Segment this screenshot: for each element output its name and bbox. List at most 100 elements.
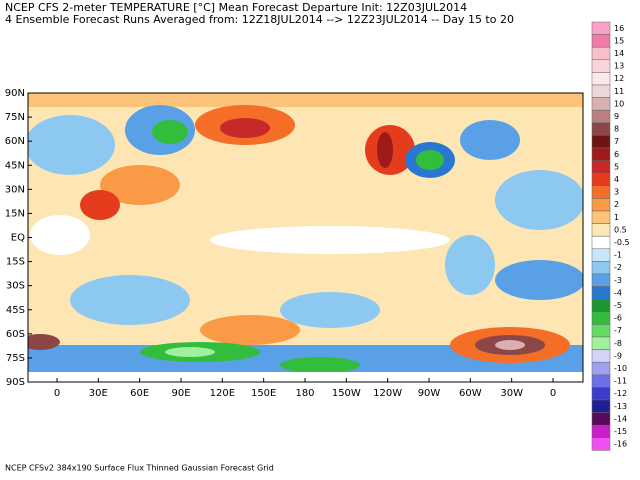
lat-label: 30S — [6, 281, 25, 292]
lon-label: 60E — [130, 388, 149, 399]
lat-label: 75S — [6, 353, 25, 364]
colorbar-swatch — [591, 84, 611, 98]
colorbar-swatch — [591, 424, 611, 439]
title: NCEP CFS 2-meter TEMPERATURE [°C] Mean F… — [5, 1, 467, 14]
colorbar-label: -3 — [614, 276, 622, 285]
lon-label: 30W — [500, 388, 523, 399]
lat-label: 60N — [5, 136, 25, 147]
colorbar-label: 16 — [614, 24, 624, 33]
colorbar-swatch — [591, 437, 611, 451]
colorbar-label: 8 — [614, 125, 619, 134]
colorbar-label: -1 — [614, 251, 622, 260]
colorbar-swatch — [591, 210, 611, 224]
colorbar-swatch — [591, 387, 611, 401]
lat-label: 15N — [5, 208, 25, 219]
colorbar-swatch — [591, 361, 611, 376]
lon-label: 180 — [295, 388, 314, 399]
colorbar-swatch — [591, 59, 611, 73]
colorbar-swatch — [591, 172, 611, 187]
colorbar-label: -6 — [614, 314, 622, 323]
colorbar-swatch — [591, 97, 611, 111]
colorbar-label: -7 — [614, 326, 622, 335]
colorbar-label: 5 — [614, 162, 619, 171]
colorbar-label: 11 — [614, 87, 624, 96]
footer: NCEP CFSv2 384x190 Surface Flux Thinned … — [5, 464, 274, 473]
colorbar-swatch — [591, 34, 611, 48]
colorbar-label: 12 — [614, 74, 624, 83]
colorbar-swatch — [591, 286, 611, 300]
colorbar-label: -12 — [614, 389, 627, 398]
colorbar-swatch — [591, 198, 611, 212]
lat-label: 60S — [6, 329, 25, 340]
colorbar-swatch — [591, 374, 611, 388]
colorbar-swatch — [591, 46, 611, 61]
colorbar-swatch — [591, 160, 611, 174]
colorbar-swatch — [591, 147, 611, 161]
lon-label: 90E — [171, 388, 190, 399]
colorbar-label: 1 — [614, 213, 619, 222]
lat-label: EQ — [11, 233, 25, 244]
colorbar-swatch — [591, 248, 611, 262]
lat-label: 75N — [5, 112, 25, 123]
colorbar-swatch — [591, 261, 611, 275]
colorbar-swatch — [591, 298, 611, 313]
colorbar-label: -14 — [614, 414, 627, 423]
lon-label: 150W — [332, 388, 361, 399]
colorbar-swatch — [591, 235, 611, 250]
colorbar-swatch — [591, 185, 611, 199]
colorbar-label: 0.5 — [614, 225, 627, 234]
colorbar-swatch — [591, 122, 611, 136]
colorbar-label: -2 — [614, 263, 622, 272]
colorbar-label: -10 — [614, 364, 627, 373]
lon-label: 0 — [54, 388, 60, 399]
subtitle: 4 Ensemble Forecast Runs Averaged from: … — [5, 13, 514, 26]
colorbar-swatch — [591, 336, 611, 350]
colorbar-swatch — [591, 21, 611, 35]
lon-label: 60W — [459, 388, 482, 399]
colorbar-label: 4 — [614, 175, 619, 184]
lat-label: 15S — [6, 257, 25, 268]
colorbar-label: -5 — [614, 301, 622, 310]
colorbar-swatch — [591, 399, 611, 413]
lat-label: 30N — [5, 184, 25, 195]
lon-label: 120W — [373, 388, 402, 399]
lon-label: 120E — [210, 388, 235, 399]
colorbar-label: -8 — [614, 339, 622, 348]
lon-label: 90W — [418, 388, 441, 399]
lat-label: 90N — [5, 88, 25, 99]
colorbar-label: -0.5 — [614, 238, 630, 247]
map-field — [27, 92, 584, 383]
colorbar-swatch — [591, 273, 611, 287]
colorbar-swatch — [591, 109, 611, 124]
colorbar-label: -13 — [614, 402, 627, 411]
colorbar-swatch — [591, 412, 611, 426]
colorbar-swatch — [591, 349, 611, 363]
colorbar-label: 15 — [614, 36, 624, 45]
colorbar-label: 2 — [614, 200, 619, 209]
lat-label: 45S — [6, 305, 25, 316]
colorbar-label: 7 — [614, 137, 619, 146]
colorbar-label: 3 — [614, 188, 619, 197]
colorbar-label: 10 — [614, 99, 624, 108]
colorbar-label: -11 — [614, 377, 627, 386]
colorbar-label: -9 — [614, 351, 622, 360]
colorbar-label: -16 — [614, 440, 627, 449]
lat-label: 45N — [5, 160, 25, 171]
colorbar-label: 14 — [614, 49, 624, 58]
colorbar-swatch — [591, 311, 611, 325]
colorbar-swatch — [591, 72, 611, 86]
colorbar-label: -4 — [614, 288, 622, 297]
colorbar-swatch — [591, 324, 611, 338]
colorbar-swatch — [591, 223, 611, 237]
lon-label: 0 — [550, 388, 556, 399]
colorbar-swatch — [591, 135, 611, 149]
lon-label: 150E — [251, 388, 276, 399]
colorbar-label: 6 — [614, 150, 619, 159]
colorbar-label: 13 — [614, 62, 624, 71]
colorbar-label: -15 — [614, 427, 627, 436]
lon-label: 30E — [89, 388, 108, 399]
lat-label: 90S — [6, 377, 25, 388]
colorbar-label: 9 — [614, 112, 619, 121]
